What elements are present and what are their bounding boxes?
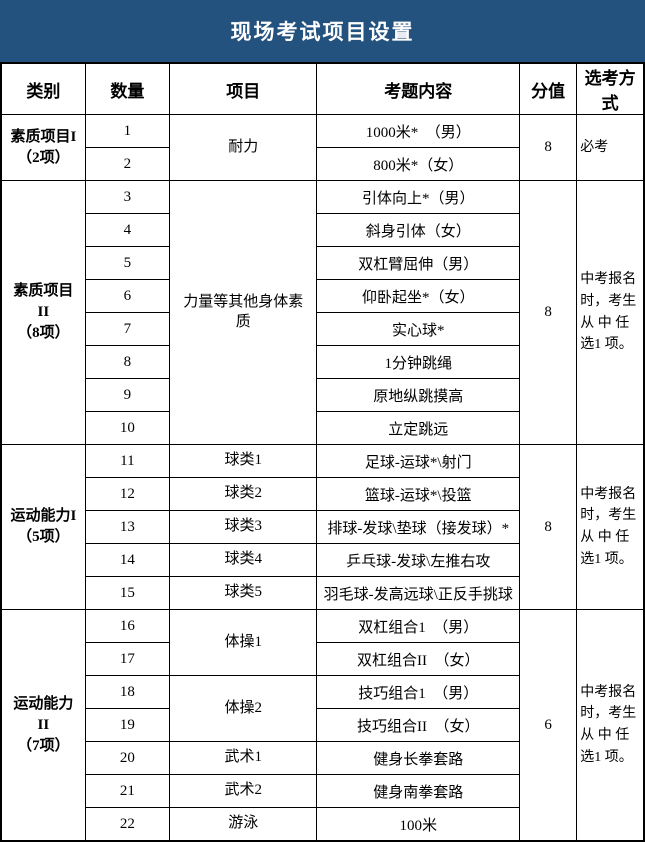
content-cell: 技巧组合1 （男） — [316, 675, 521, 709]
exam-table-header: 类别 数量 项目 考题内容 分值 选考方式 — [0, 62, 645, 115]
content-cell: 原地纵跳摸高 — [316, 378, 521, 412]
project-cell: 球类1 — [168, 444, 318, 478]
content-cell: 800米*（女） — [316, 147, 521, 181]
number-cell: 3 — [84, 180, 171, 214]
method-cell: 中考报名时，考生从 中 任选1 项。 — [576, 609, 645, 842]
project-cell: 球类2 — [168, 477, 318, 511]
table-row: 19 技巧组合II （女） — [1, 708, 644, 742]
number-cell: 16 — [84, 609, 171, 643]
exam-table-body: 素质项目I （2项） 1 耐力 1000米* （男） 8 必考 2 800米*（女） 素质项目 … — [0, 114, 645, 842]
content-cell: 实心球* — [316, 312, 521, 346]
number-cell: 21 — [84, 774, 171, 808]
exam-table: 类别 数量 项目 考题内容 分值 选考方式 素质项目I （2项） 1 耐力 1000米… — [0, 62, 645, 842]
content-cell: 健身长拳套路 — [316, 741, 521, 775]
method-cell: 中考报名时，考生从 中 任选1 项。 — [576, 180, 645, 445]
table-row: 15 球类5 羽毛球-发高远球\正反手挑球 — [1, 576, 644, 610]
table-row: 13 球类3 排球-发球\垫球（接发球）* — [1, 510, 644, 544]
title-banner: 现场考试项目设置 — [0, 0, 645, 62]
table-row: 5 双杠臂屈伸（男） — [1, 246, 644, 280]
content-cell: 羽毛球-发高远球\正反手挑球 — [316, 576, 521, 610]
content-cell: 双杠臂屈伸（男） — [316, 246, 521, 280]
number-cell: 20 — [84, 741, 171, 775]
page-title: 现场考试项目设置 — [230, 20, 415, 44]
project-cell: 力量等其他身体素 质 — [168, 180, 318, 445]
project-cell: 球类5 — [168, 576, 318, 610]
header-row: 类别 数量 项目 考题内容 分值 选考方式 — [0, 62, 645, 115]
table-row: 运动能力 II （7项） 16 体操1 双杠组合1 （男） 6 中考报名时，考生从 中 任… — [0, 609, 645, 842]
table-row: 素质项目I （2项） 1 耐力 1000米* （男） 8 必考 — [0, 114, 645, 181]
content-cell: 乒乓球-发球\左推右攻 — [316, 543, 521, 577]
content-cell: 1分钟跳绳 — [316, 345, 521, 379]
category-cell: 运动能力 II （7项） — [0, 609, 86, 842]
method-cell: 必考 — [576, 114, 645, 181]
number-cell: 4 — [84, 213, 171, 247]
number-cell: 15 — [84, 576, 171, 610]
project-cell: 球类3 — [168, 510, 318, 544]
number-cell: 17 — [84, 642, 171, 676]
number-cell: 5 — [84, 246, 171, 280]
category-cell: 素质项目I （2项） — [0, 114, 86, 181]
table-row: 10 立定跳远 — [1, 411, 644, 445]
project-cell: 游泳 — [168, 807, 318, 842]
table-row: 12 球类2 篮球-运球*\投篮 — [1, 477, 644, 511]
content-cell: 斜身引体（女） — [316, 213, 521, 247]
table-row: 7 实心球* — [1, 312, 644, 346]
number-cell: 6 — [84, 279, 171, 313]
content-cell: 100米 — [316, 807, 521, 842]
score-cell: 8 — [519, 114, 578, 181]
number-cell: 18 — [84, 675, 171, 709]
project-cell: 耐力 — [168, 114, 318, 181]
content-cell: 篮球-运球*\投篮 — [316, 477, 521, 511]
table-row: 素质项目 II （8项） 3 力量等其他身体素 质引体向上*（男） 8 中考报名时，考生… — [0, 180, 645, 445]
col-header-method: 选考方式 — [576, 62, 645, 115]
content-cell: 技巧组合II （女） — [316, 708, 521, 742]
table-row: 14 球类4 乒乓球-发球\左推右攻 — [1, 543, 644, 577]
number-cell: 2 — [84, 147, 171, 181]
col-header-score: 分值 — [519, 62, 578, 115]
col-header-category: 类别 — [0, 62, 86, 115]
project-cell: 体操2 — [168, 675, 318, 742]
number-cell: 8 — [84, 345, 171, 379]
content-cell: 健身南拳套路 — [316, 774, 521, 808]
project-cell: 武术2 — [168, 774, 318, 808]
table-row: 21 武术2 健身南拳套路 — [1, 774, 644, 808]
number-cell: 19 — [84, 708, 171, 742]
score-cell: 6 — [519, 609, 578, 842]
number-cell: 7 — [84, 312, 171, 346]
table-row: 8 1分钟跳绳 — [1, 345, 644, 379]
method-cell: 中考报名时，考生从 中 任选1 项。 — [576, 444, 645, 610]
score-cell: 8 — [519, 444, 578, 610]
project-cell: 武术1 — [168, 741, 318, 775]
col-header-content: 考题内容 — [316, 62, 521, 115]
content-cell: 仰卧起坐*（女） — [316, 279, 521, 313]
project-cell: 体操1 — [168, 609, 318, 676]
table-row: 9 原地纵跳摸高 — [1, 378, 644, 412]
content-cell: 排球-发球\垫球（接发球）* — [316, 510, 521, 544]
content-cell: 1000米* （男） — [316, 114, 521, 148]
score-cell: 8 — [519, 180, 578, 445]
table-row: 4 斜身引体（女） — [1, 213, 644, 247]
number-cell: 13 — [84, 510, 171, 544]
number-cell: 11 — [84, 444, 171, 478]
number-cell: 14 — [84, 543, 171, 577]
content-cell: 双杠组合II （女） — [316, 642, 521, 676]
col-header-project: 项目 — [168, 62, 318, 115]
number-cell: 10 — [84, 411, 171, 445]
content-cell: 双杠组合1 （男） — [316, 609, 521, 643]
content-cell: 足球-运球*\射门 — [316, 444, 521, 478]
table-row: 6 仰卧起坐*（女） — [1, 279, 644, 313]
category-cell: 素质项目 II （8项） — [0, 180, 86, 445]
number-cell: 1 — [84, 114, 171, 148]
number-cell: 12 — [84, 477, 171, 511]
number-cell: 9 — [84, 378, 171, 412]
number-cell: 22 — [84, 807, 171, 842]
col-header-number: 数量 — [84, 62, 171, 115]
project-cell: 球类4 — [168, 543, 318, 577]
table-row: 17 双杠组合II （女） — [1, 642, 644, 676]
content-cell: 立定跳远 — [316, 411, 521, 445]
category-cell: 运动能力I （5项） — [0, 444, 86, 610]
table-row: 运动能力I （5项） 11 球类1 足球-运球*\射门 8 中考报名时，考生从 中 任选1… — [0, 444, 645, 610]
content-cell: 引体向上*（男） — [316, 180, 521, 214]
